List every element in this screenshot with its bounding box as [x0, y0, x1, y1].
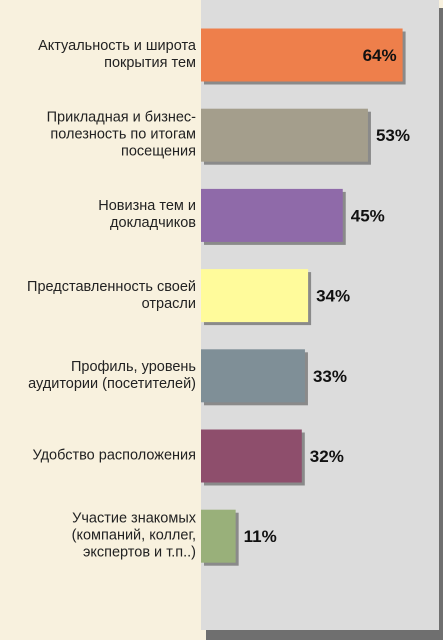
bar [201, 509, 236, 563]
value-label: 32% [310, 447, 344, 466]
value-label: 33% [313, 367, 347, 386]
category-label: Профиль, уровень аудитории (посетителей) [28, 358, 196, 392]
category-label: Удобство расположения [32, 447, 197, 464]
bar [201, 28, 403, 82]
category-label: Прикладная и бизнес- полезность по итога… [46, 109, 196, 160]
bar [201, 188, 343, 242]
value-label: 45% [351, 206, 385, 225]
value-label: 64% [363, 46, 397, 65]
bar [201, 429, 302, 483]
category-label: Участие знакомых (компаний, коллег, эксп… [71, 510, 196, 561]
bar [201, 269, 309, 323]
bar [201, 349, 305, 403]
category-label: Представленность своей отрасли [27, 278, 196, 312]
category-label: Актуальность и широта покрытия тем [38, 38, 196, 71]
value-label: 11% [244, 527, 277, 546]
bar [201, 108, 368, 162]
value-label: 53% [376, 126, 410, 145]
category-label: Новизна тем и докладчиков [98, 198, 196, 232]
value-label: 34% [316, 287, 350, 306]
